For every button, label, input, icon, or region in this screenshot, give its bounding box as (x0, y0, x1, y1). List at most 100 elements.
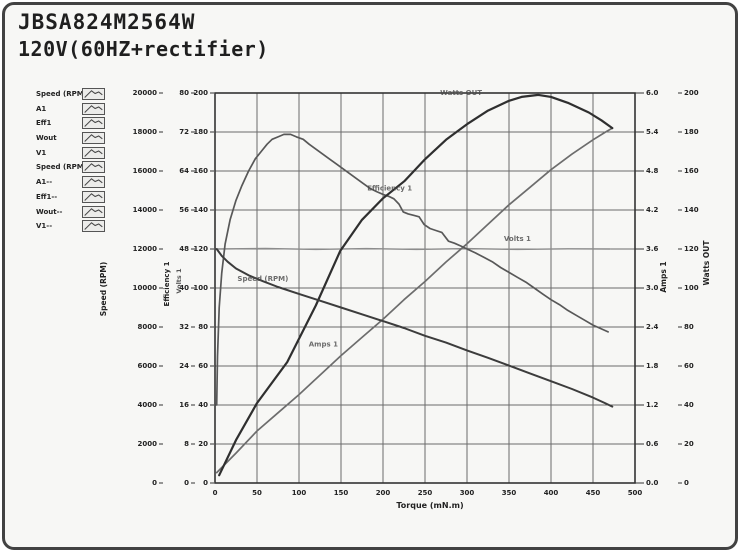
amps-axis-tick-label: 2.4 (646, 323, 659, 331)
x-axis-tick-label: 150 (334, 489, 349, 497)
volts-axis-tick-label: 20 (198, 440, 208, 448)
watts-axis-tick-label: 80 (684, 323, 694, 331)
legend-item-label: A1 (36, 104, 47, 113)
curve-annotation-volts: Volts 1 (504, 235, 531, 243)
x-axis-tick-label: 350 (502, 489, 517, 497)
page-frame: JBSA824M2564W 120V(60HZ+rectifier) Speed… (2, 2, 738, 550)
amps-axis-tick-label: 0.0 (646, 479, 659, 487)
speed-axis-tick-label: 16000 (133, 167, 157, 175)
performance-chart: 0200040006000800010000120001400016000180… (99, 89, 711, 510)
watts-axis-tick-label: 200 (684, 89, 699, 97)
legend-item-label: Wout-- (36, 207, 63, 216)
watts-axis-tick-label: 180 (684, 128, 699, 136)
speed-axis-tick-label: 6000 (138, 362, 158, 370)
legend-item: A1-- (36, 176, 105, 189)
legend-item-label: Wout (36, 134, 57, 143)
amps-axis-tick-label: 3.0 (646, 284, 659, 292)
speed-axis-tick-label: 2000 (138, 440, 158, 448)
eff-axis-tick-label: 40 (179, 284, 189, 292)
legend-item: V1 (36, 146, 105, 159)
eff-axis-title: Efficiency 1 (163, 261, 171, 306)
volts-axis-title: Volts 1 (175, 268, 183, 294)
legend-item-label: Eff1 (36, 119, 52, 128)
series-curve-amps (215, 127, 614, 474)
eff-axis-tick-label: 24 (179, 362, 189, 370)
legend-item: V1-- (36, 220, 105, 233)
x-axis-tick-label: 300 (460, 489, 475, 497)
legend: Speed (RPM A1 Eff1 Wout V1 Speed (RPM A1-- Eff1… (36, 88, 105, 235)
watts-axis-tick-label: 60 (684, 362, 694, 370)
watts-axis-title: Watts OUT (702, 240, 711, 286)
x-axis-tick-label: 250 (418, 489, 433, 497)
watts-axis-tick-label: 20 (684, 440, 694, 448)
speed-axis-tick-label: 20000 (133, 89, 157, 97)
amps-axis-tick-label: 6.0 (646, 89, 659, 97)
speed-axis-tick-label: 12000 (133, 245, 157, 253)
amps-axis-tick-label: 3.6 (646, 245, 659, 253)
curve-annotation-eff: Efficiency 1 (367, 185, 412, 193)
volts-axis-tick-label: 60 (198, 362, 208, 370)
curve-thumbnail-icon (82, 220, 105, 233)
volts-axis-tick-label: 100 (193, 284, 208, 292)
curve-thumbnail-icon (82, 132, 105, 145)
legend-item: Speed (RPM (36, 161, 105, 174)
legend-item: Wout-- (36, 205, 105, 218)
curve-thumbnail-icon (82, 146, 105, 159)
series-curve-efficiency (215, 133, 609, 406)
eff-axis-tick-label: 32 (179, 323, 189, 331)
volts-axis-tick-label: 160 (193, 167, 208, 175)
curve-thumbnail-icon (82, 117, 105, 130)
curve-thumbnail-icon (82, 176, 105, 189)
volts-axis-tick-label: 120 (193, 245, 208, 253)
volts-axis-tick-label: 80 (198, 323, 208, 331)
speed-axis-tick-label: 4000 (138, 401, 158, 409)
volts-axis-tick-label: 40 (198, 401, 208, 409)
x-axis-tick-label: 50 (252, 489, 262, 497)
x-axis-tick-label: 200 (376, 489, 391, 497)
amps-axis-title: Amps 1 (659, 261, 668, 292)
curve-thumbnail-icon (82, 205, 105, 218)
watts-axis-tick-label: 140 (684, 206, 699, 214)
curve-thumbnail-icon (82, 88, 105, 100)
eff-axis-tick-label: 48 (179, 245, 189, 253)
x-axis-tick-label: 500 (628, 489, 643, 497)
amps-axis-tick-label: 4.2 (646, 206, 659, 214)
watts-axis-tick-label: 0 (684, 479, 689, 487)
legend-item: A1 (36, 102, 105, 115)
speed-axis-tick-label: 14000 (133, 206, 157, 214)
speed-axis-tick-label: 8000 (138, 323, 158, 331)
series-curve-watts (218, 93, 614, 477)
watts-axis-tick-label: 160 (684, 167, 699, 175)
x-axis-title: Torque (mN.m) (396, 501, 463, 510)
series-curve-speed (215, 248, 614, 408)
eff-axis-tick-label: 80 (179, 89, 189, 97)
amps-axis-tick-label: 1.2 (646, 401, 659, 409)
speed-axis-title: Speed (RPM) (99, 262, 108, 317)
amps-axis-tick-label: 4.8 (646, 167, 659, 175)
volts-axis-tick-label: 140 (193, 206, 208, 214)
legend-item-label: Speed (RPM (36, 163, 82, 172)
eff-axis-tick-label: 16 (179, 401, 189, 409)
curve-annotation-speed: Speed (RPM) (237, 275, 288, 283)
legend-item-label: Eff1-- (36, 192, 58, 201)
eff-axis-tick-label: 64 (179, 167, 189, 175)
speed-axis-tick-label: 10000 (133, 284, 157, 292)
watts-axis-tick-label: 120 (684, 245, 699, 253)
legend-item: Eff1 (36, 117, 105, 130)
watts-axis-tick-label: 100 (684, 284, 699, 292)
eff-axis-tick-label: 72 (179, 128, 189, 136)
curve-thumbnail-icon (82, 190, 105, 203)
amps-axis-tick-label: 1.8 (646, 362, 659, 370)
legend-item-label: V1-- (36, 222, 53, 231)
x-axis-tick-label: 100 (292, 489, 307, 497)
legend-item: Wout (36, 132, 105, 145)
x-axis-tick-label: 400 (544, 489, 559, 497)
x-axis-tick-label: 450 (586, 489, 601, 497)
amps-axis-tick-label: 0.6 (646, 440, 659, 448)
volts-axis-tick-label: 0 (203, 479, 208, 487)
speed-axis-tick-label: 0 (152, 479, 157, 487)
test-condition-subtitle: 120V(60HZ+rectifier) (18, 37, 269, 61)
eff-axis-tick-label: 8 (184, 440, 189, 448)
watts-axis-tick-label: 40 (684, 401, 694, 409)
